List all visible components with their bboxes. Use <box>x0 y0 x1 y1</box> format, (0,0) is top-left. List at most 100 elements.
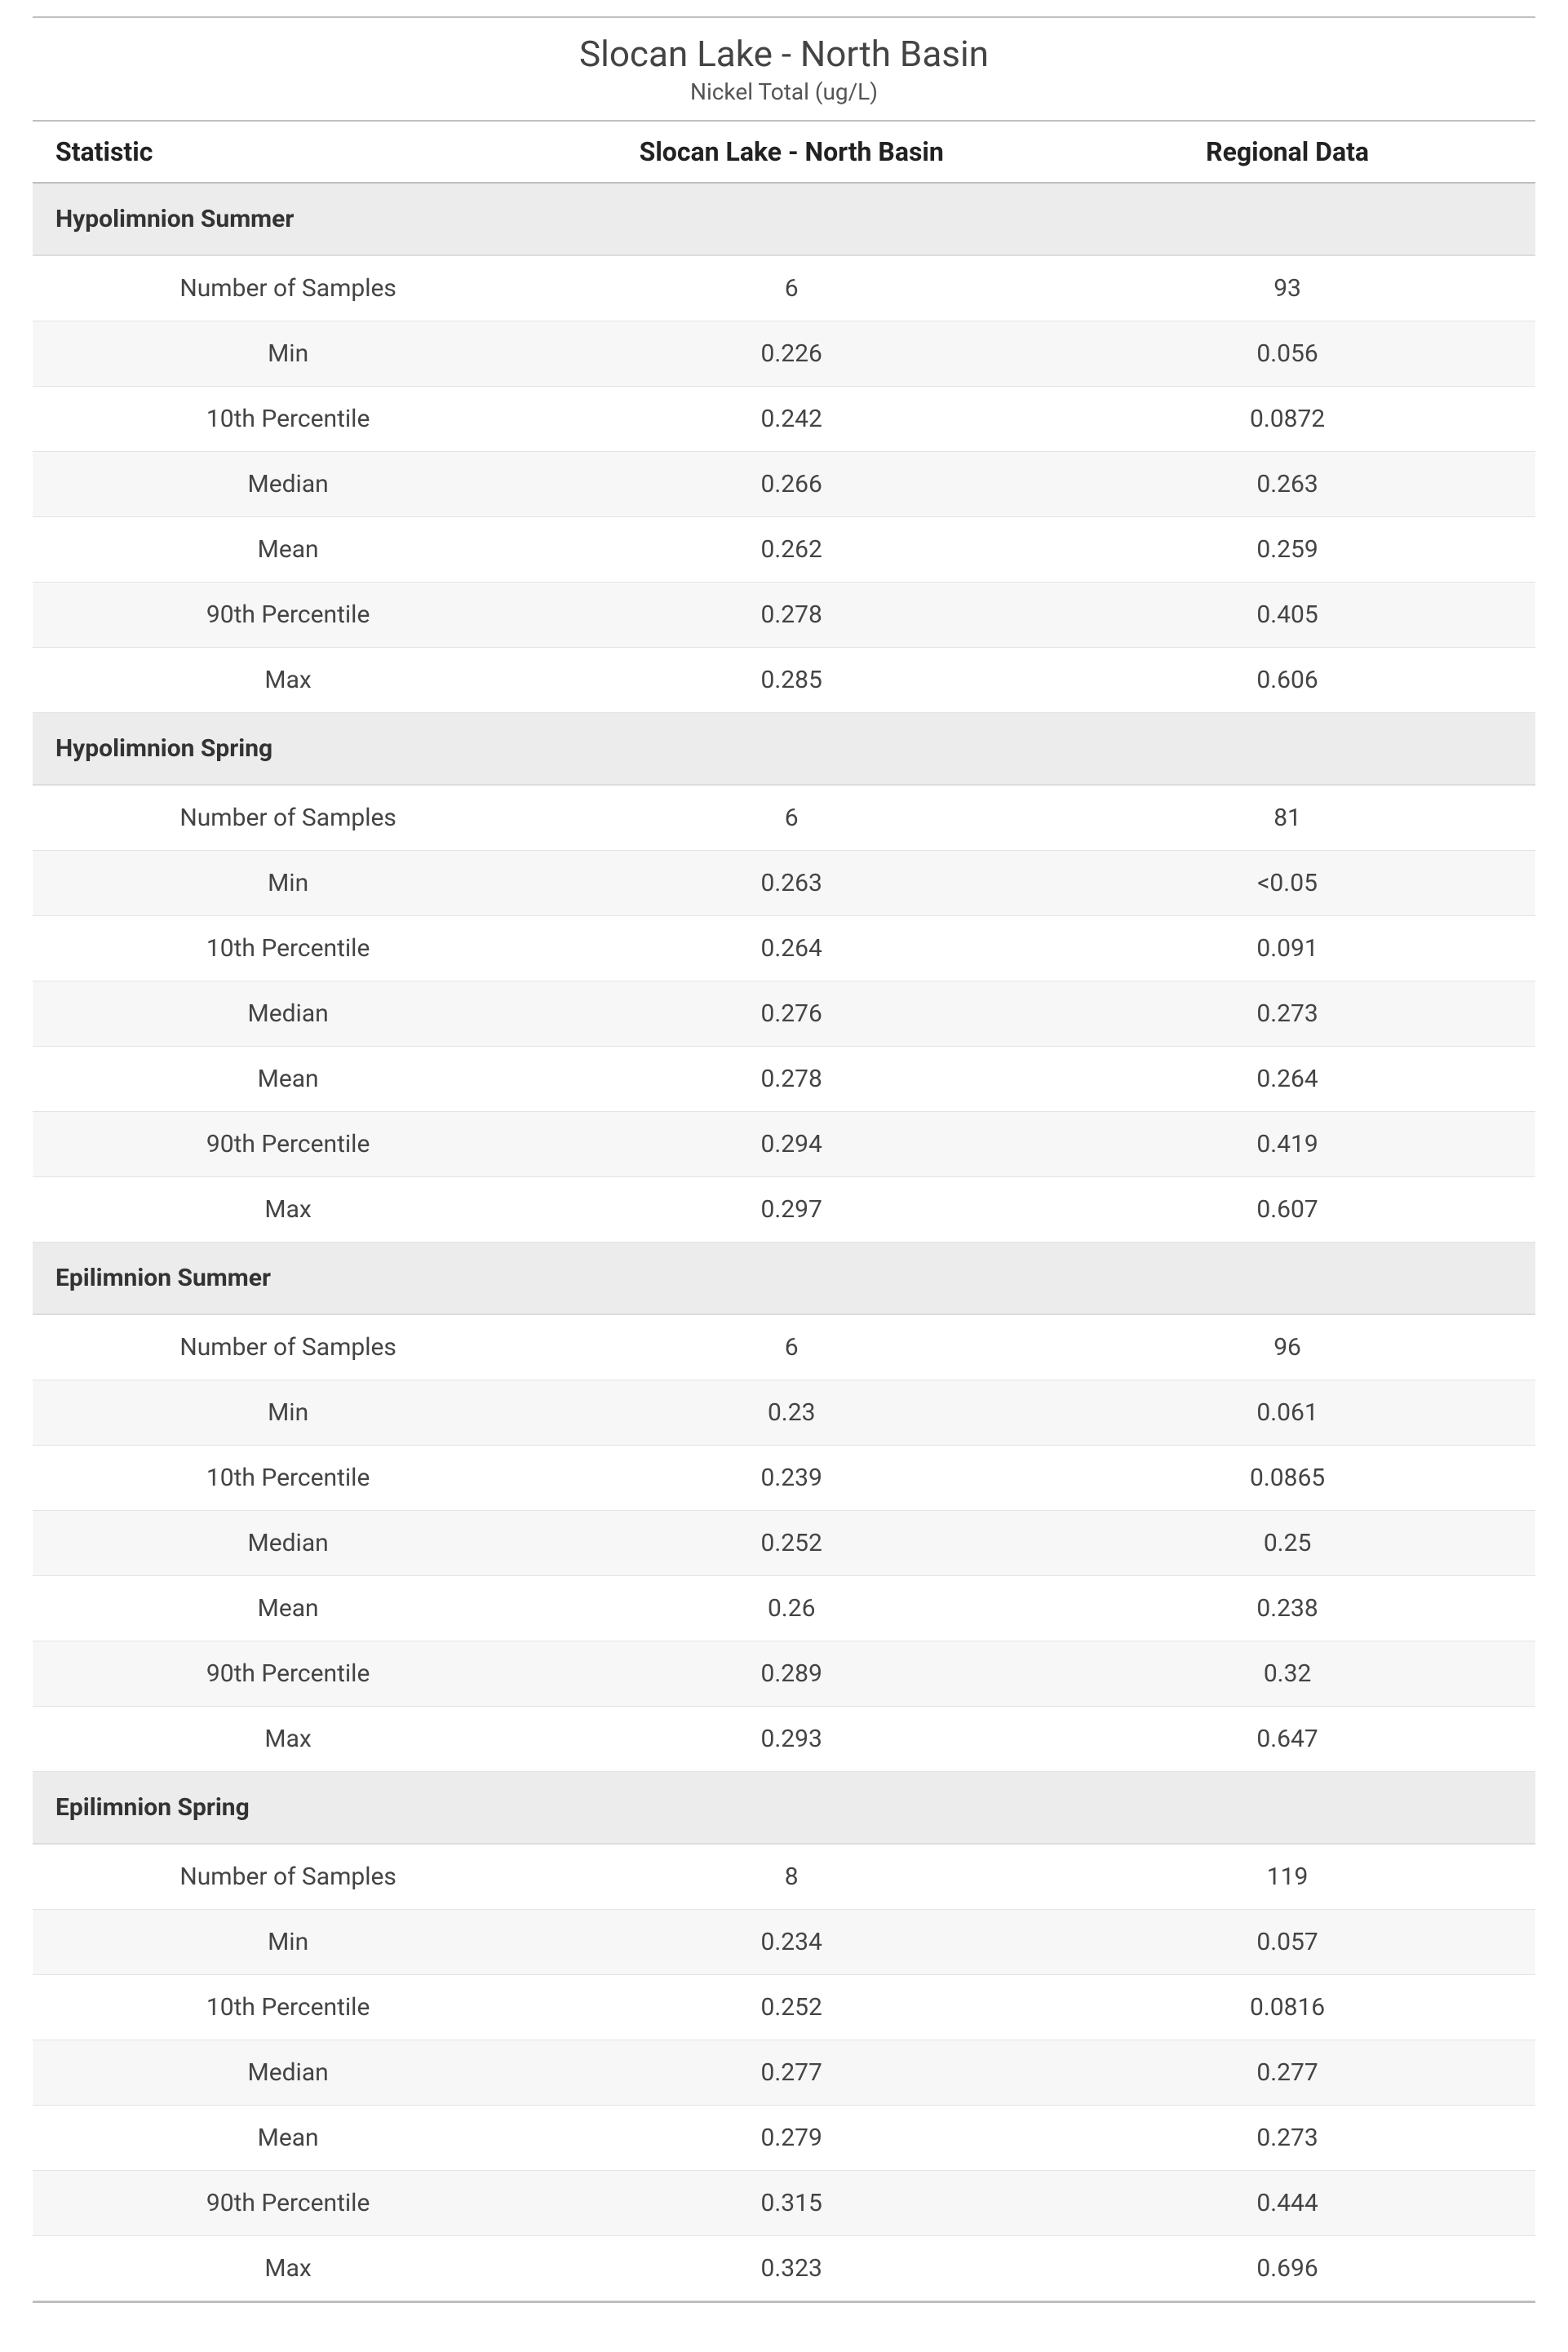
stat-regional-value: 0.32 <box>1039 1641 1535 1707</box>
stat-regional-value: 0.0872 <box>1039 387 1535 452</box>
stat-label: Mean <box>33 1576 543 1641</box>
stat-label: 10th Percentile <box>33 387 543 452</box>
section-title: Epilimnion Summer <box>33 1242 1535 1315</box>
stat-site-value: 0.23 <box>543 1380 1039 1446</box>
table-row: Max0.2930.647 <box>33 1707 1535 1772</box>
stat-label: 90th Percentile <box>33 1641 543 1707</box>
page-subtitle: Nickel Total (ug/L) <box>33 78 1535 105</box>
stat-label: Min <box>33 1910 543 1975</box>
table-row: 90th Percentile0.2780.405 <box>33 582 1535 648</box>
table-row: Min0.2260.056 <box>33 321 1535 387</box>
stat-site-value: 0.315 <box>543 2171 1039 2236</box>
stat-label: Number of Samples <box>33 255 543 321</box>
stat-regional-value: 0.263 <box>1039 452 1535 517</box>
stat-regional-value: 93 <box>1039 255 1535 321</box>
stat-regional-value: 0.238 <box>1039 1576 1535 1641</box>
stat-site-value: 0.293 <box>543 1707 1039 1772</box>
table-row: 10th Percentile0.2390.0865 <box>33 1446 1535 1511</box>
table-row: Max0.3230.696 <box>33 2236 1535 2302</box>
stat-site-value: 0.276 <box>543 981 1039 1047</box>
stat-regional-value: 0.444 <box>1039 2171 1535 2236</box>
stat-regional-value: 0.607 <box>1039 1177 1535 1242</box>
stat-site-value: 0.264 <box>543 916 1039 981</box>
table-row: Min0.263<0.05 <box>33 851 1535 916</box>
section-title: Epilimnion Spring <box>33 1772 1535 1845</box>
table-row: Number of Samples8119 <box>33 1844 1535 1910</box>
stat-label: Max <box>33 1707 543 1772</box>
stat-site-value: 6 <box>543 785 1039 851</box>
table-row: Number of Samples696 <box>33 1314 1535 1380</box>
table-row: 10th Percentile0.2520.0816 <box>33 1975 1535 2040</box>
table-header-row: Statistic Slocan Lake - North Basin Regi… <box>33 121 1535 183</box>
stat-regional-value: 0.057 <box>1039 1910 1535 1975</box>
stat-label: Max <box>33 648 543 713</box>
stat-label: 90th Percentile <box>33 2171 543 2236</box>
stat-label: Min <box>33 851 543 916</box>
stat-site-value: 0.279 <box>543 2106 1039 2171</box>
table-row: 90th Percentile0.2940.419 <box>33 1112 1535 1177</box>
table-row: Number of Samples681 <box>33 785 1535 851</box>
stat-regional-value: 0.259 <box>1039 517 1535 582</box>
stat-label: Min <box>33 321 543 387</box>
stat-site-value: 0.285 <box>543 648 1039 713</box>
stat-label: Max <box>33 2236 543 2302</box>
table-row: Number of Samples693 <box>33 255 1535 321</box>
stat-site-value: 0.323 <box>543 2236 1039 2302</box>
table-row: 90th Percentile0.3150.444 <box>33 2171 1535 2236</box>
section-header: Epilimnion Summer <box>33 1242 1535 1315</box>
stat-site-value: 0.234 <box>543 1910 1039 1975</box>
stat-label: 90th Percentile <box>33 1112 543 1177</box>
stat-regional-value: 0.273 <box>1039 2106 1535 2171</box>
stat-label: 10th Percentile <box>33 1975 543 2040</box>
section-header: Epilimnion Spring <box>33 1772 1535 1845</box>
table-row: 90th Percentile0.2890.32 <box>33 1641 1535 1707</box>
stat-regional-value: 0.264 <box>1039 1047 1535 1112</box>
stat-label: Min <box>33 1380 543 1446</box>
stat-site-value: 0.294 <box>543 1112 1039 1177</box>
table-row: Median0.2520.25 <box>33 1511 1535 1576</box>
page-title: Slocan Lake - North Basin <box>33 33 1535 75</box>
stat-site-value: 6 <box>543 255 1039 321</box>
stat-label: Median <box>33 1511 543 1576</box>
stat-regional-value: 119 <box>1039 1844 1535 1910</box>
stat-regional-value: 96 <box>1039 1314 1535 1380</box>
stat-regional-value: 0.405 <box>1039 582 1535 648</box>
stat-label: Mean <box>33 517 543 582</box>
stat-regional-value: 0.647 <box>1039 1707 1535 1772</box>
table-row: Mean0.2790.273 <box>33 2106 1535 2171</box>
table-row: Median0.2770.277 <box>33 2040 1535 2106</box>
stat-regional-value: 0.273 <box>1039 981 1535 1047</box>
stat-site-value: 6 <box>543 1314 1039 1380</box>
stat-label: Median <box>33 452 543 517</box>
stat-site-value: 0.263 <box>543 851 1039 916</box>
stat-regional-value: 0.606 <box>1039 648 1535 713</box>
stat-site-value: 0.278 <box>543 582 1039 648</box>
section-title: Hypolimnion Summer <box>33 183 1535 255</box>
top-rule <box>33 16 1535 18</box>
stats-page: Slocan Lake - North Basin Nickel Total (… <box>0 0 1568 2352</box>
stat-site-value: 0.26 <box>543 1576 1039 1641</box>
stat-site-value: 8 <box>543 1844 1039 1910</box>
stat-label: 10th Percentile <box>33 1446 543 1511</box>
col-header-statistic: Statistic <box>33 121 543 183</box>
stat-regional-value: 0.091 <box>1039 916 1535 981</box>
stat-label: 10th Percentile <box>33 916 543 981</box>
stat-regional-value: 0.0865 <box>1039 1446 1535 1511</box>
stat-label: Median <box>33 981 543 1047</box>
stat-label: 90th Percentile <box>33 582 543 648</box>
table-row: Median0.2660.263 <box>33 452 1535 517</box>
stat-regional-value: 81 <box>1039 785 1535 851</box>
stat-site-value: 0.278 <box>543 1047 1039 1112</box>
section-header: Hypolimnion Summer <box>33 183 1535 255</box>
stat-site-value: 0.277 <box>543 2040 1039 2106</box>
table-row: 10th Percentile0.2640.091 <box>33 916 1535 981</box>
stat-site-value: 0.252 <box>543 1975 1039 2040</box>
table-row: Min0.2340.057 <box>33 1910 1535 1975</box>
stat-label: Number of Samples <box>33 1314 543 1380</box>
col-header-regional: Regional Data <box>1039 121 1535 183</box>
stat-label: Median <box>33 2040 543 2106</box>
stat-regional-value: 0.056 <box>1039 321 1535 387</box>
stat-site-value: 0.226 <box>543 321 1039 387</box>
stat-label: Number of Samples <box>33 1844 543 1910</box>
section-title: Hypolimnion Spring <box>33 713 1535 786</box>
